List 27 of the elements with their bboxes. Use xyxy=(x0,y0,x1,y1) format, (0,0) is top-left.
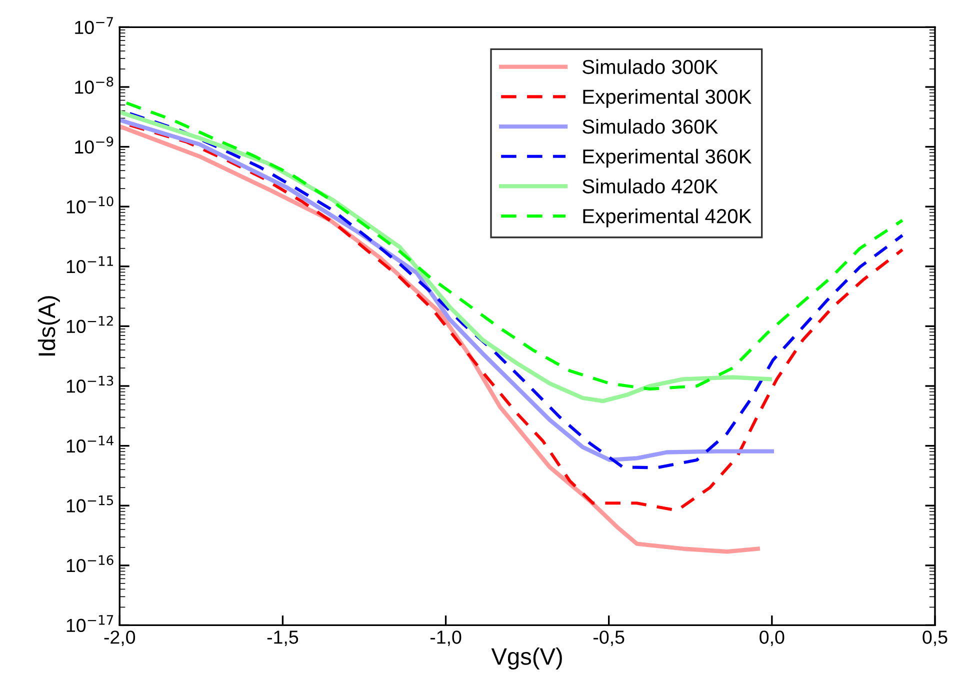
y-tick-label: 10$^{−8}$ xyxy=(75,76,114,94)
y-tick-label: 10$^{−14}$ xyxy=(66,436,114,453)
y-tick-label: 10$^{−17}$ xyxy=(66,615,114,632)
line-series xyxy=(120,118,774,462)
y-tick-label: 10$^{−16}$ xyxy=(66,555,114,572)
y-tick-label: 10$^{−7}$ xyxy=(75,17,113,34)
y-tick-label: 10$^{−11}$ xyxy=(66,256,113,274)
y-tick-label: 10$^{−15}$ xyxy=(66,496,114,512)
legend-label: Experimental 360K xyxy=(583,148,752,168)
legend-label: Simulado 360K xyxy=(582,118,718,134)
y-axis-title: Ids(A) xyxy=(38,296,60,356)
legend-label: Experimental 420K xyxy=(583,208,752,228)
x-tick-label: -2,0 xyxy=(104,630,136,646)
legend-label: Simulado 300K xyxy=(582,59,718,74)
x-tick-label: 0,0 xyxy=(760,630,784,646)
x-tick-label: -1,0 xyxy=(430,630,462,646)
x-tick-label: -0,5 xyxy=(594,630,624,646)
y-tick-label: 10$^{−12}$ xyxy=(66,316,113,334)
x-axis-title: Vgs(V) xyxy=(491,648,562,670)
legend-label: Simulado 420K xyxy=(582,178,718,194)
y-tick-label: 10$^{−10}$ xyxy=(66,196,114,214)
x-tick-label: 0,5 xyxy=(922,630,948,646)
line-series xyxy=(120,110,772,404)
y-tick-label: 10$^{−9}$ xyxy=(75,136,114,154)
x-tick-label: -1,5 xyxy=(267,630,298,646)
y-tick-label: 10$^{−13}$ xyxy=(66,376,114,393)
legend-label: Experimental 300K xyxy=(583,89,752,108)
